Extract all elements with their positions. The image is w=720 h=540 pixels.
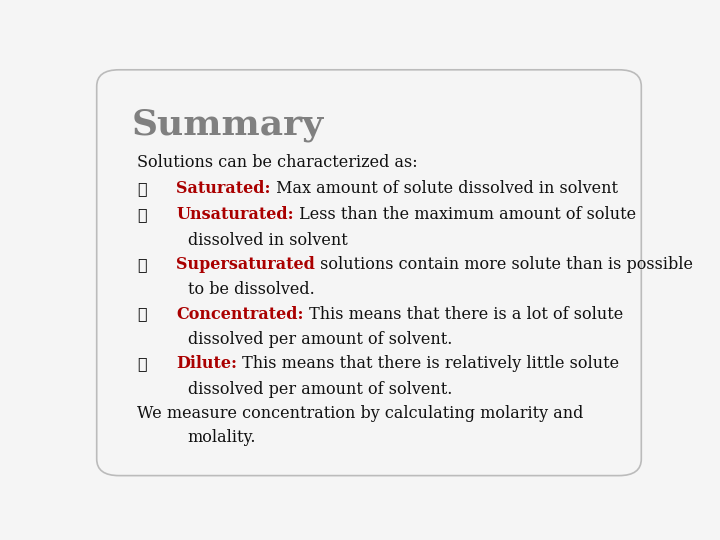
Text: solutions contain more solute than is possible: solutions contain more solute than is po… <box>315 255 693 273</box>
Text: Max amount of solute dissolved in solvent: Max amount of solute dissolved in solven… <box>271 180 618 197</box>
Text: ♻: ♻ <box>138 206 147 223</box>
Text: to be dissolved.: to be dissolved. <box>188 281 315 299</box>
Text: This means that there is relatively little solute: This means that there is relatively litt… <box>238 355 620 373</box>
Text: Unsaturated:: Unsaturated: <box>176 206 294 223</box>
Text: Supersaturated: Supersaturated <box>176 255 315 273</box>
Text: This means that there is a lot of solute: This means that there is a lot of solute <box>304 306 624 322</box>
Text: Less than the maximum amount of solute: Less than the maximum amount of solute <box>294 206 636 223</box>
Text: ♻: ♻ <box>138 355 147 373</box>
Text: ♻: ♻ <box>138 306 147 322</box>
Text: dissolved per amount of solvent.: dissolved per amount of solvent. <box>188 381 452 398</box>
FancyBboxPatch shape <box>96 70 642 476</box>
Text: Solutions can be characterized as:: Solutions can be characterized as: <box>138 154 418 171</box>
Text: Summary: Summary <box>132 109 324 143</box>
Text: Saturated:: Saturated: <box>176 180 271 197</box>
Text: dissolved in solvent: dissolved in solvent <box>188 232 347 248</box>
Text: ♻: ♻ <box>138 180 147 197</box>
Text: Dilute:: Dilute: <box>176 355 238 373</box>
Text: ♻: ♻ <box>138 255 147 273</box>
Text: molality.: molality. <box>188 429 256 447</box>
Text: We measure concentration by calculating molarity and: We measure concentration by calculating … <box>138 406 584 422</box>
Text: dissolved per amount of solvent.: dissolved per amount of solvent. <box>188 332 452 348</box>
Text: Concentrated:: Concentrated: <box>176 306 304 322</box>
